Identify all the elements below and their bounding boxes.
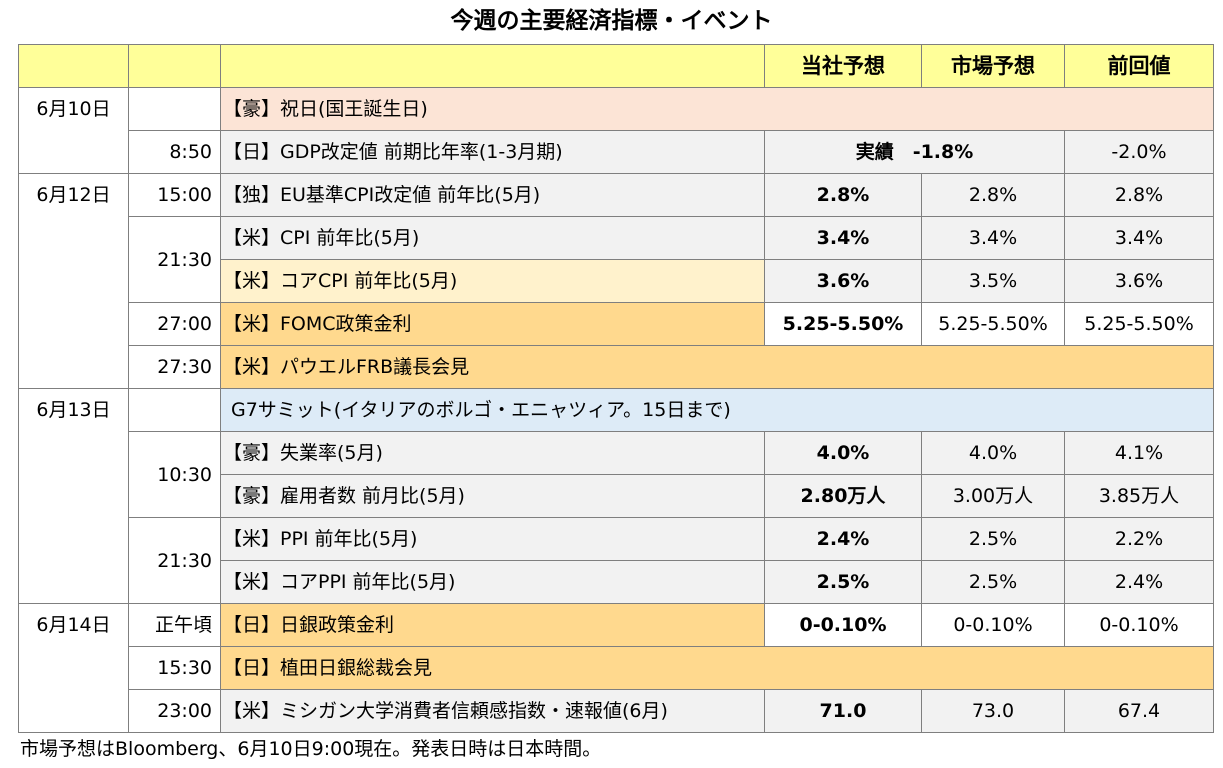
header-previous-value: 前回値	[1064, 44, 1214, 88]
time-cell	[128, 87, 221, 131]
market-forecast-cell: 0-0.10%	[921, 603, 1065, 647]
event-cell: 【豪】祝日(国王誕生日)	[220, 87, 1214, 131]
header-date-cell	[18, 44, 129, 88]
table-row: 6月10日 【豪】祝日(国王誕生日)	[18, 87, 1214, 174]
previous-value-cell: 3.85万人	[1064, 474, 1214, 518]
time-cell: 15:00	[128, 173, 221, 217]
time-cell: 正午頃	[128, 603, 221, 647]
event-cell: 【日】日銀政策金利	[220, 603, 765, 647]
time-cell: 27:00	[128, 302, 221, 346]
market-forecast-cell: 4.0%	[921, 431, 1065, 475]
market-forecast-cell: 2.8%	[921, 173, 1065, 217]
time-cell: 27:30	[128, 345, 221, 389]
event-cell: 【米】コアPPI 前年比(5月)	[220, 560, 765, 604]
footnote: 市場予想はBloomberg、6月10日9:00現在。発表日時は日本時間。	[20, 738, 602, 760]
table-row: 21:30 【米】CPI 前年比(5月) 3.4% 3.4% 3.4%	[19, 216, 1214, 303]
own-forecast-cell: 71.0	[764, 689, 922, 733]
market-forecast-cell: 3.00万人	[921, 474, 1065, 518]
table-row: 15:30 【日】植田日銀総裁会見	[19, 646, 1214, 690]
table-row: 27:00 【米】FOMC政策金利 5.25-5.50% 5.25-5.50% …	[19, 302, 1214, 346]
time-cell: 21:30	[128, 517, 221, 604]
table-row: 6月13日 G7サミット(イタリアのボルゴ・エニャツィア。15日まで)	[18, 388, 1214, 604]
own-forecast-cell: 0-0.10%	[764, 603, 922, 647]
actual-value-cell: 実績 -1.8%	[764, 130, 1065, 174]
event-cell: 【日】GDP改定値 前期比年率(1-3月期)	[220, 130, 765, 174]
date-cell: 6月10日	[18, 87, 129, 174]
own-forecast-cell: 3.6%	[764, 259, 922, 303]
previous-value-cell: 5.25-5.50%	[1064, 302, 1214, 346]
table-row: 6月12日 15:00 【独】EU基準CPI改定値 前年比(5月) 2.8% 2…	[18, 173, 1214, 389]
header-event-cell	[220, 44, 765, 88]
market-forecast-cell: 73.0	[921, 689, 1065, 733]
header-own-forecast: 当社予想	[764, 44, 922, 88]
table-row: 【豪】雇用者数 前月比(5月) 2.80万人 3.00万人 3.85万人	[19, 474, 1214, 518]
time-cell	[128, 388, 221, 432]
table-row: 【米】コアCPI 前年比(5月) 3.6% 3.5% 3.6%	[19, 259, 1214, 303]
header-time-cell	[128, 44, 221, 88]
previous-value-cell: 3.4%	[1064, 216, 1214, 260]
table-row: 8:50 【日】GDP改定値 前期比年率(1-3月期) 実績 -1.8% -2.…	[19, 130, 1214, 174]
event-cell: 【日】植田日銀総裁会見	[220, 646, 1214, 690]
header-market-forecast: 市場予想	[921, 44, 1065, 88]
event-cell: 【米】ミシガン大学消費者信頼感指数・速報値(6月)	[220, 689, 765, 733]
event-cell: 【米】CPI 前年比(5月)	[220, 216, 765, 260]
previous-value-cell: 2.8%	[1064, 173, 1214, 217]
own-forecast-cell: 4.0%	[764, 431, 922, 475]
event-cell: 【豪】雇用者数 前月比(5月)	[220, 474, 765, 518]
table-row: 【米】コアPPI 前年比(5月) 2.5% 2.5% 2.4%	[19, 560, 1214, 604]
market-forecast-cell: 2.5%	[921, 517, 1065, 561]
own-forecast-cell: 3.4%	[764, 216, 922, 260]
previous-value-cell: 2.2%	[1064, 517, 1214, 561]
previous-value-cell: 2.4%	[1064, 560, 1214, 604]
own-forecast-cell: 5.25-5.50%	[764, 302, 922, 346]
table-row: 27:30 【米】パウエルFRB議長会見	[19, 345, 1214, 389]
time-cell: 15:30	[128, 646, 221, 690]
own-forecast-cell: 2.5%	[764, 560, 922, 604]
previous-value-cell: 0-0.10%	[1064, 603, 1214, 647]
indicator-table: 当社予想 市場予想 前回値 6月10日 【豪】祝日(国王誕生日) 8:50 【日…	[18, 44, 1214, 733]
event-cell: 【豪】失業率(5月)	[220, 431, 765, 475]
previous-value-cell: -2.0%	[1064, 130, 1214, 174]
market-forecast-cell: 3.4%	[921, 216, 1065, 260]
date-cell: 6月14日	[18, 603, 129, 733]
time-cell: 23:00	[128, 689, 221, 733]
own-forecast-cell: 2.4%	[764, 517, 922, 561]
date-cell: 6月12日	[18, 173, 129, 389]
previous-value-cell: 67.4	[1064, 689, 1214, 733]
table-header-row: 当社予想 市場予想 前回値	[18, 44, 1214, 88]
event-cell: 【米】PPI 前年比(5月)	[220, 517, 765, 561]
time-cell: 10:30	[128, 431, 221, 518]
previous-value-cell: 3.6%	[1064, 259, 1214, 303]
date-cell: 6月13日	[18, 388, 129, 604]
own-forecast-cell: 2.8%	[764, 173, 922, 217]
table-row: 6月14日 正午頃 【日】日銀政策金利 0-0.10% 0-0.10% 0-0.…	[18, 603, 1214, 733]
event-cell: 【米】パウエルFRB議長会見	[220, 345, 1214, 389]
event-cell: G7サミット(イタリアのボルゴ・エニャツィア。15日まで)	[220, 388, 1214, 432]
event-cell: 【米】FOMC政策金利	[220, 302, 765, 346]
event-cell: 【米】コアCPI 前年比(5月)	[220, 259, 765, 303]
time-cell: 21:30	[128, 216, 221, 303]
own-forecast-cell: 2.80万人	[764, 474, 922, 518]
previous-value-cell: 4.1%	[1064, 431, 1214, 475]
market-forecast-cell: 2.5%	[921, 560, 1065, 604]
page-title: 今週の主要経済指標・イベント	[450, 8, 773, 34]
table-row: 21:30 【米】PPI 前年比(5月) 2.4% 2.5% 2.2%	[19, 517, 1214, 604]
table-row: 23:00 【米】ミシガン大学消費者信頼感指数・速報値(6月) 71.0 73.…	[19, 689, 1214, 733]
market-forecast-cell: 3.5%	[921, 259, 1065, 303]
table-row: 10:30 【豪】失業率(5月) 4.0% 4.0% 4.1%	[19, 431, 1214, 518]
event-cell: 【独】EU基準CPI改定値 前年比(5月)	[220, 173, 765, 217]
market-forecast-cell: 5.25-5.50%	[921, 302, 1065, 346]
time-cell: 8:50	[128, 130, 221, 174]
